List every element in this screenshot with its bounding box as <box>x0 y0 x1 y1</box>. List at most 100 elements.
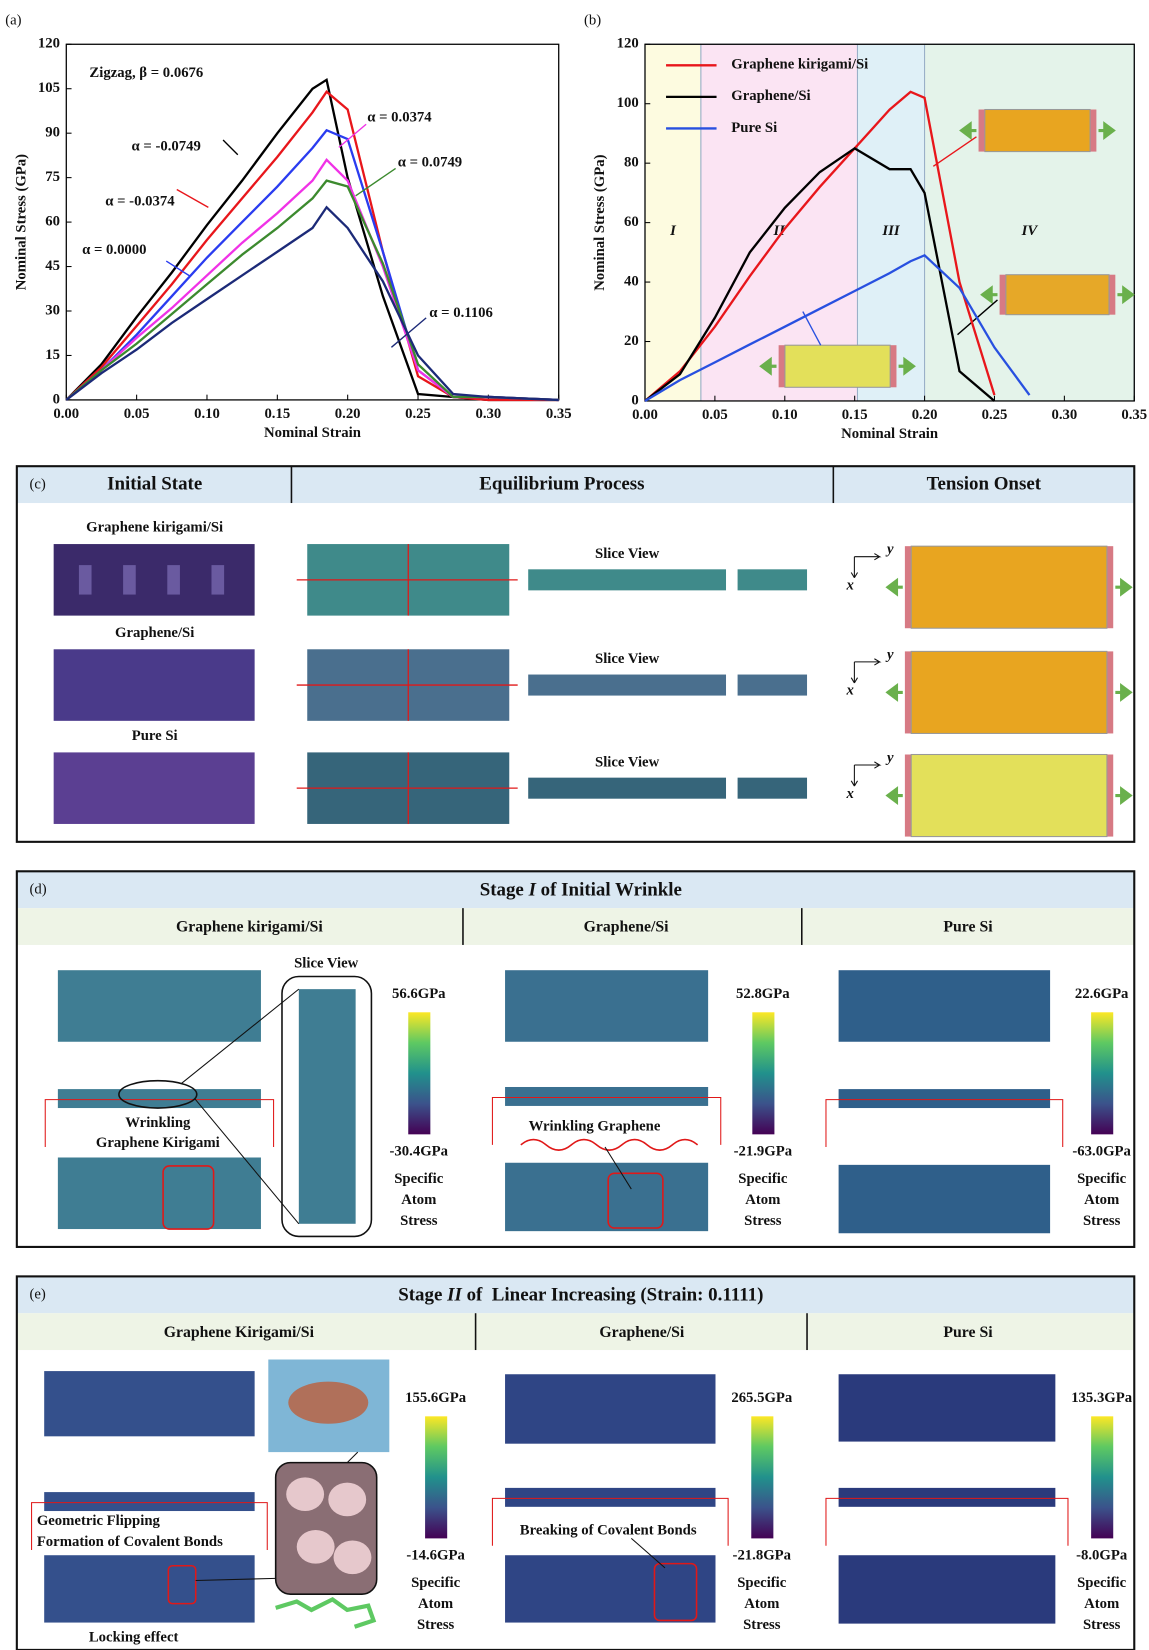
y-tick-label: 45 <box>45 258 60 274</box>
legend-label: Pure Si <box>731 120 777 136</box>
series-label: α = -0.0374 <box>105 193 175 209</box>
photo-detail <box>288 1382 368 1424</box>
annotation: Geometric Flipping <box>37 1513 161 1529</box>
image <box>505 1087 708 1106</box>
axis-x-label: x <box>845 578 853 594</box>
column-header: Graphene kirigami/Si <box>176 919 323 936</box>
colorbar <box>408 1012 430 1134</box>
colorbar-caption: Specific <box>1077 1575 1127 1591</box>
x-tick-label: 0.25 <box>405 406 431 422</box>
axis-glyph <box>851 554 879 578</box>
image <box>44 1371 254 1436</box>
image <box>905 651 911 733</box>
x-tick-label: 0.30 <box>1051 407 1077 423</box>
series-line <box>66 80 558 400</box>
panel-label: (d) <box>29 882 46 898</box>
x-tick-label: 0.10 <box>772 407 798 423</box>
figure: 01530456075901051200.000.050.100.150.200… <box>0 0 1149 1650</box>
axis-x-label: x <box>845 786 853 802</box>
x-tick-label: 0.35 <box>546 406 572 422</box>
y-tick-label: 15 <box>45 347 60 363</box>
title-part: Stage <box>398 1285 447 1306</box>
image <box>839 1089 1050 1108</box>
colorbar-max: 265.5GPa <box>731 1390 793 1406</box>
y-tick-label: 60 <box>624 214 639 230</box>
axis-glyph <box>851 762 879 786</box>
annotation: Formation of Covalent Bonds <box>37 1534 223 1550</box>
page: {"chart_data": [ {"type": "line", "panel… <box>0 0 1149 1650</box>
image <box>1000 275 1006 315</box>
image <box>505 1488 715 1507</box>
colorbar-caption: Atom <box>745 1192 781 1208</box>
region-label: IV <box>1021 223 1039 239</box>
image <box>911 651 1107 733</box>
colorbar-max: 52.8GPa <box>736 986 790 1002</box>
series-line <box>66 181 558 400</box>
colorbar-min: -14.6GPa <box>406 1548 465 1564</box>
image <box>738 675 807 696</box>
annotation: Breaking of Covalent Bonds <box>520 1522 697 1538</box>
annotation: Wrinkling <box>125 1115 191 1131</box>
y-tick-label: 90 <box>45 125 60 141</box>
photo-zoom <box>276 1463 377 1595</box>
image <box>79 565 92 594</box>
legend-label: Graphene kirigami/Si <box>731 57 868 73</box>
colorbar-caption: Specific <box>394 1171 444 1187</box>
x-tick-label: 0.05 <box>124 406 150 422</box>
panel-title: Stage I of Initial Wrinkle <box>480 880 682 901</box>
structure-sketch <box>276 1599 374 1626</box>
image <box>839 970 1050 1042</box>
x-tick-label: 0.00 <box>632 407 658 423</box>
column-header: Tension Onset <box>927 473 1042 494</box>
image <box>1107 651 1113 733</box>
photo-detail <box>334 1540 372 1574</box>
y-axis-label: Nominal Stress (GPa) <box>592 154 608 290</box>
column-header: Graphene/Si <box>584 919 670 936</box>
column-header: Equilibrium Process <box>479 473 644 494</box>
x-tick-label: 0.30 <box>475 406 501 422</box>
axis-y-label: y <box>885 647 894 663</box>
colorbar-caption: Specific <box>738 1171 788 1187</box>
image <box>123 565 136 594</box>
x-tick-label: 0.15 <box>264 406 290 422</box>
column-header: Pure Si <box>943 1324 993 1341</box>
x-tick-label: 0.15 <box>842 407 868 423</box>
image <box>505 1555 715 1622</box>
annotation: Locking effect <box>89 1630 179 1646</box>
colorbar-caption: Stress <box>1083 1617 1121 1633</box>
annotation: Graphene Kirigami <box>96 1135 220 1151</box>
colorbar-max: 56.6GPa <box>392 986 446 1002</box>
label-pointer <box>177 189 209 207</box>
y-tick-label: 20 <box>624 333 639 349</box>
annotation: Slice View <box>294 955 359 971</box>
slice-label: Slice View <box>595 546 660 562</box>
colorbar-caption: Atom <box>1084 1596 1120 1612</box>
image <box>1090 110 1096 152</box>
row-label: Pure Si <box>132 728 178 744</box>
colorbar-caption: Atom <box>401 1192 437 1208</box>
image <box>911 546 1107 628</box>
y-tick-label: 30 <box>45 302 60 318</box>
image <box>58 970 261 1042</box>
column-header: Pure Si <box>943 919 993 936</box>
legend-label: Graphene/Si <box>731 88 810 104</box>
row-label: Graphene/Si <box>115 625 194 641</box>
column-header: Graphene/Si <box>599 1324 685 1341</box>
x-tick-label: 0.20 <box>335 406 361 422</box>
colorbar <box>1091 1416 1113 1538</box>
colorbar-caption: Specific <box>411 1575 461 1591</box>
colorbar-min: -30.4GPa <box>390 1144 449 1160</box>
panel-label: (a) <box>5 12 21 28</box>
image <box>1107 755 1113 837</box>
colorbar-caption: Atom <box>744 1596 780 1612</box>
y-tick-label: 40 <box>624 273 639 289</box>
panel-title: Stage II of Linear Increasing (Strain: 0… <box>398 1285 763 1306</box>
title-part: II <box>446 1285 462 1306</box>
colorbar-caption: Atom <box>418 1596 454 1612</box>
colorbar-caption: Atom <box>1084 1192 1120 1208</box>
colorbar-min: -21.8GPa <box>733 1548 792 1564</box>
panel-label: (b) <box>584 12 601 28</box>
colorbar-min: -63.0GPa <box>1072 1144 1131 1160</box>
image <box>58 1089 261 1108</box>
image <box>785 345 890 387</box>
